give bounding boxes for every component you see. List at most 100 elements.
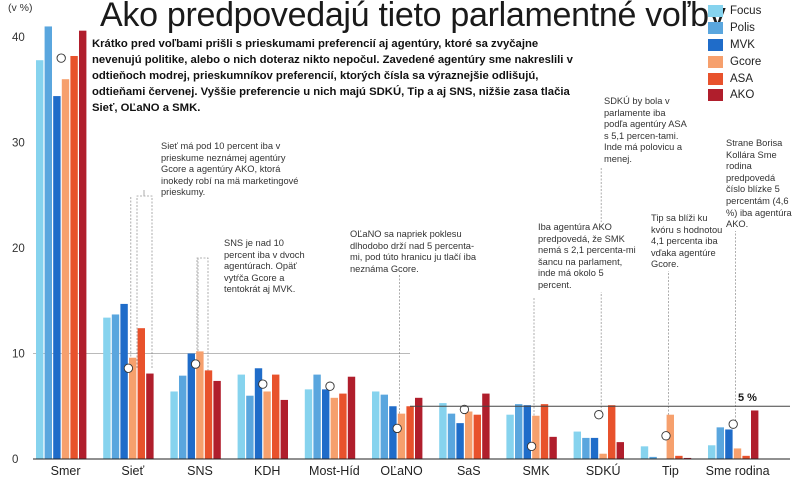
average-marker — [661, 431, 671, 441]
average-marker — [728, 419, 738, 429]
bar-gcore — [129, 357, 137, 459]
bar-gcore — [733, 448, 742, 459]
category-label: SaS — [457, 464, 481, 478]
bar-focus — [372, 391, 380, 459]
average-marker — [594, 410, 604, 420]
bar-gcore — [599, 453, 607, 459]
bar-ako — [751, 410, 759, 459]
average-marker — [325, 381, 335, 391]
bar-mvk — [120, 303, 128, 459]
bar-mvk — [187, 353, 195, 459]
bar-asa — [742, 455, 750, 459]
category-label: KDH — [254, 464, 280, 478]
bar-ako — [683, 457, 692, 459]
bar-polis — [111, 314, 120, 459]
category-label: SDKÚ — [586, 463, 621, 478]
bar-ako — [146, 373, 154, 459]
category-label: Most-Híd — [309, 464, 360, 478]
y-tick-label: 0 — [12, 454, 18, 466]
bar-gcore — [330, 397, 338, 459]
bar-ako — [213, 380, 221, 459]
bar-ako — [549, 436, 557, 459]
bracket-sns — [196, 257, 209, 374]
legend-item-ako: AKO — [708, 87, 761, 104]
bar-ako — [415, 397, 423, 459]
bar-polis — [716, 427, 724, 459]
bar-focus — [103, 317, 111, 459]
legend-swatch — [708, 38, 723, 51]
average-marker — [526, 441, 537, 451]
bar-ako — [482, 393, 490, 459]
legend-item-asa: ASA — [708, 70, 761, 87]
bar-focus — [439, 403, 447, 459]
bar-asa — [675, 455, 683, 459]
bar-gcore — [196, 351, 204, 459]
bar-mvk — [389, 406, 397, 459]
intro-text: Krátko pred voľbami prišli s prieskumami… — [92, 38, 573, 114]
bar-polis — [380, 394, 388, 459]
bar-mvk — [254, 368, 263, 459]
average-marker — [392, 423, 402, 434]
bar-focus — [708, 445, 716, 459]
bar-gcore — [61, 79, 70, 459]
category-label: SMK — [522, 464, 550, 478]
bar-gcore — [465, 411, 473, 459]
note-sdku: SDKÚ by bola v parlamente iba podľa agen… — [604, 96, 688, 166]
note-tip: Tip sa blíži ku kvóru s hodnotou 4,1 per… — [651, 213, 726, 271]
bar-ako — [616, 442, 624, 459]
category-label: Tip — [662, 464, 679, 478]
bar-mvk — [53, 96, 61, 459]
bar-mvk — [523, 405, 531, 459]
chart-title: Ako predpovedajú tieto parlamentné voľby — [100, 0, 726, 34]
bar-asa — [608, 405, 616, 459]
note-olano: OĽaNO sa napriek poklesu dlhodobo drží n… — [350, 229, 478, 276]
category-label: Sieť — [121, 464, 144, 478]
bar-asa — [540, 404, 549, 459]
legend-item-polis: Polis — [708, 20, 761, 37]
bar-polis — [313, 374, 321, 459]
y-tick-label: 30 — [12, 138, 25, 150]
bar-polis — [582, 437, 590, 459]
bar-ako — [280, 399, 288, 459]
note-sme-rodina: Strane Borisa Kollára Sme rodina predpov… — [726, 138, 796, 231]
bar-focus — [640, 446, 649, 459]
legend-item-gcore: Gcore — [708, 53, 761, 70]
bar-mvk — [590, 437, 599, 459]
note-sns: SNS je nad 10 percent iba v dvoch agentú… — [224, 238, 312, 296]
average-marker — [123, 363, 134, 373]
bar-focus — [304, 389, 313, 459]
y-axis-label: (v %) — [8, 2, 33, 14]
y-tick-label: 10 — [12, 349, 25, 361]
bar-focus — [573, 431, 581, 459]
bar-gcore — [532, 415, 540, 459]
bar-gcore — [263, 391, 271, 459]
note-siet: Sieť má pod 10 percent iba v prieskume n… — [161, 141, 311, 199]
category-label: OĽaNO — [380, 464, 423, 478]
legend-item-mvk: MVK — [708, 37, 761, 54]
category-label: Sme rodina — [706, 464, 770, 478]
bar-asa — [406, 406, 414, 459]
average-marker — [190, 359, 201, 369]
bar-polis — [515, 404, 523, 459]
bar-polis — [179, 375, 187, 459]
bar-asa — [473, 414, 481, 459]
bar-polis — [246, 395, 254, 459]
legend-swatch — [708, 55, 723, 68]
category-label: Smer — [51, 464, 81, 478]
legend: Focus Polis MVK Gcore ASA AKO — [708, 3, 761, 104]
bar-focus — [170, 391, 178, 459]
bar-focus — [36, 60, 44, 460]
bar-polis — [649, 456, 657, 459]
bar-asa — [137, 328, 145, 459]
bar-asa — [70, 55, 78, 460]
bar-mvk — [322, 389, 330, 459]
average-marker — [56, 53, 66, 63]
bar-mvk — [725, 429, 733, 459]
bar-polis — [44, 26, 52, 459]
y-tick-label: 20 — [12, 243, 25, 255]
bar-polis — [447, 413, 456, 459]
bar-ako — [347, 376, 356, 459]
bar-asa — [272, 374, 280, 459]
bar-asa — [204, 370, 213, 459]
